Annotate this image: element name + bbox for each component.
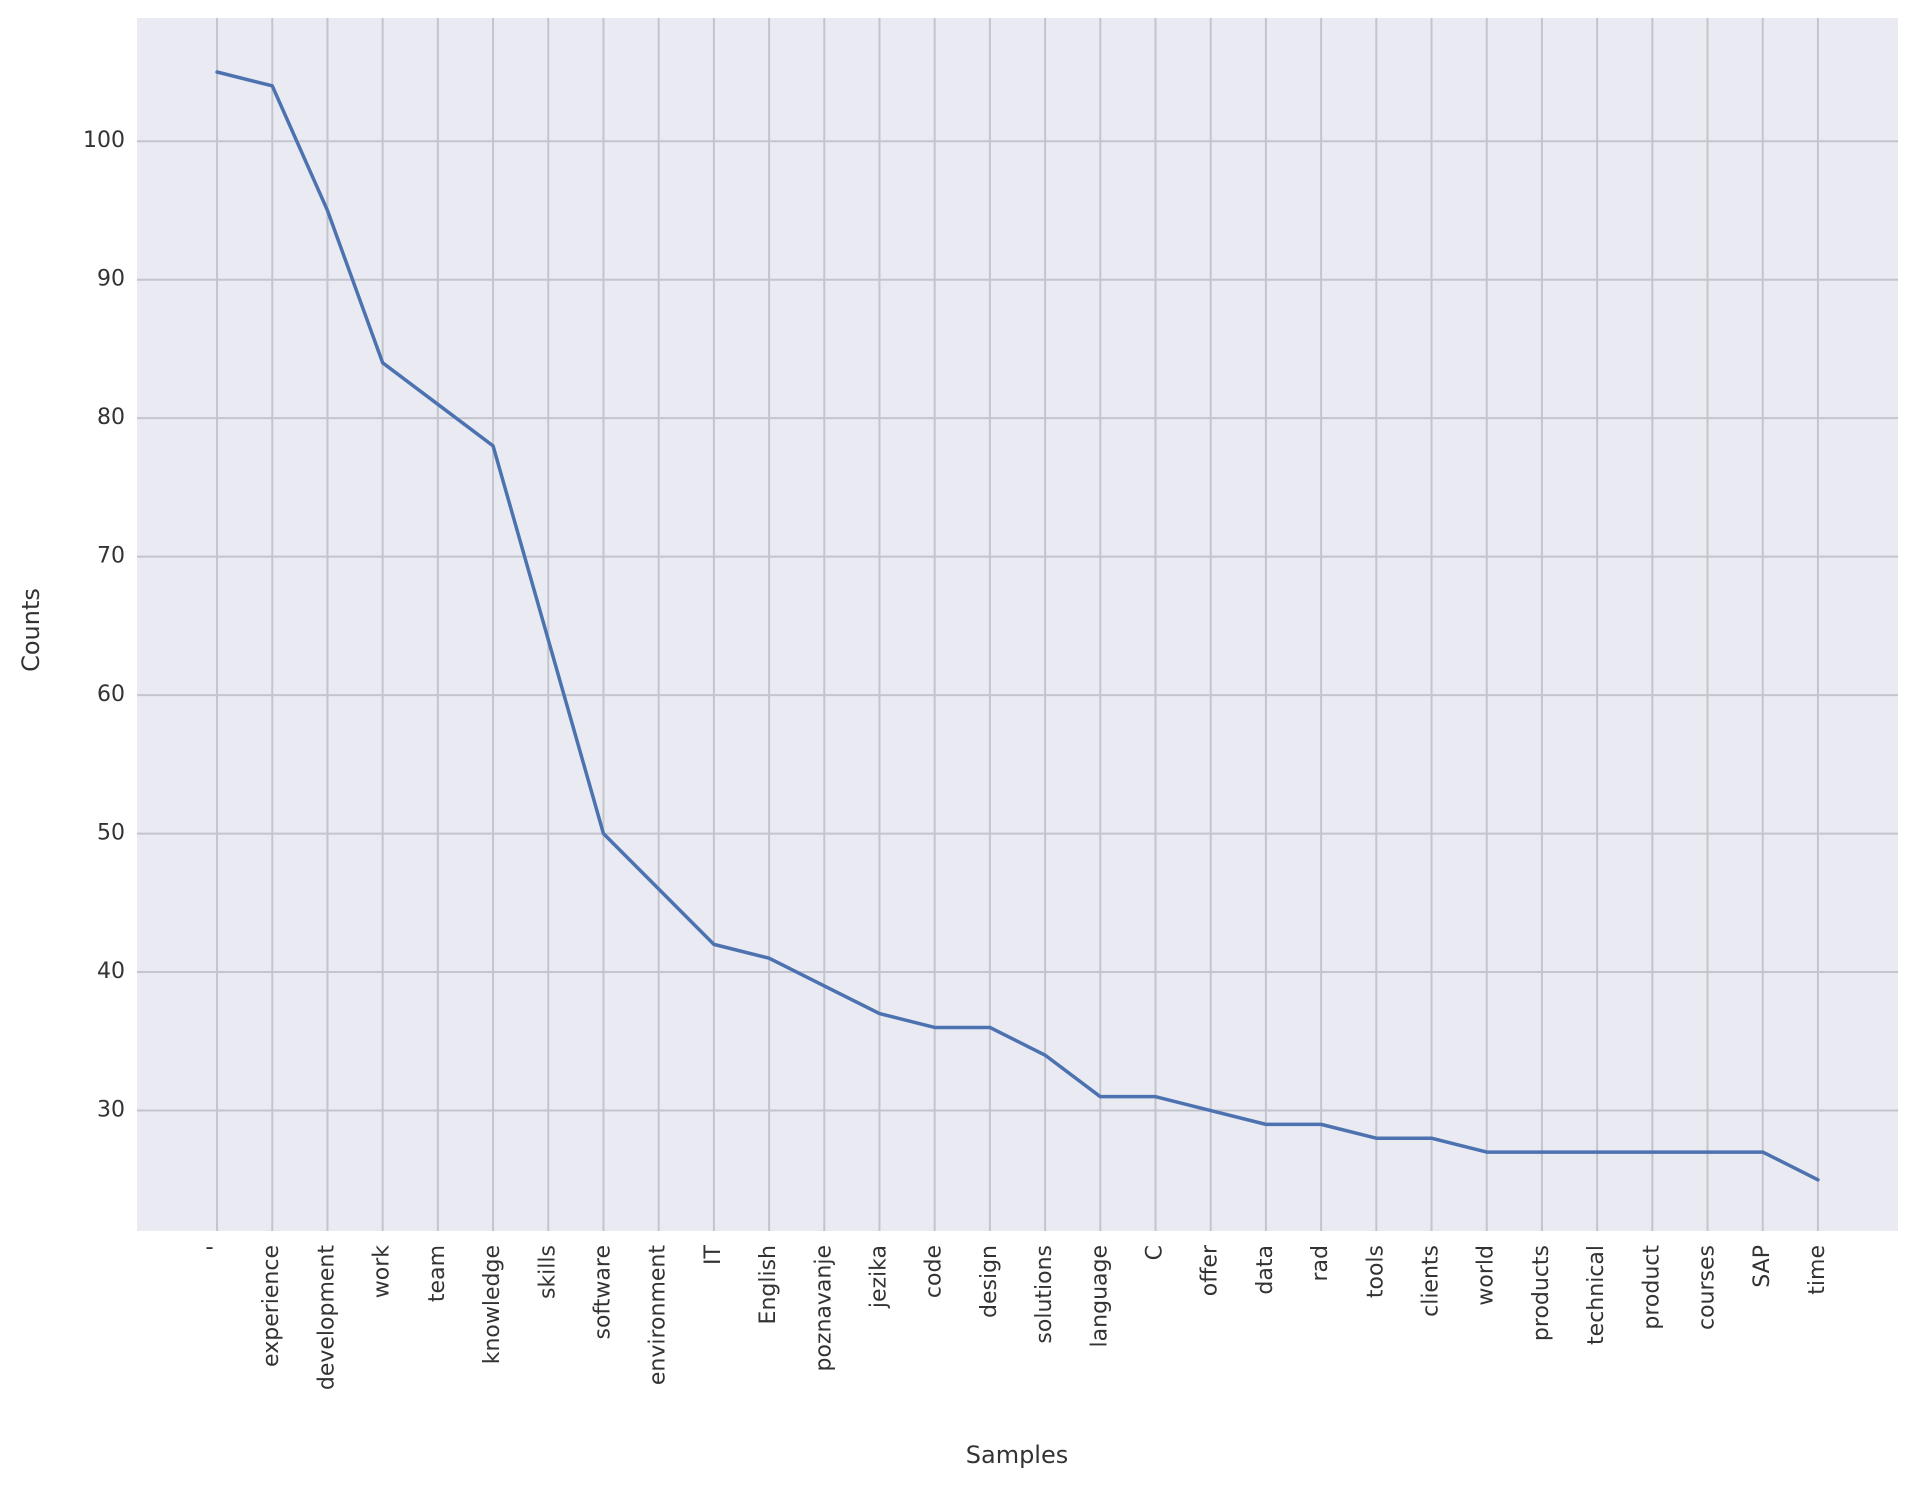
x-tick-label: jezika xyxy=(866,1245,891,1309)
line xyxy=(215,70,1820,1182)
x-axis-title: Samples xyxy=(966,1441,1069,1469)
y-tick-label: 50 xyxy=(97,821,125,846)
x-tick-label: rad xyxy=(1308,1245,1333,1282)
y-tick-label: 30 xyxy=(97,1098,125,1123)
x-tick-label: data xyxy=(1253,1245,1278,1295)
y-axis-title: Counts xyxy=(17,588,45,672)
x-tick-label: ' xyxy=(204,1245,229,1251)
x-tick-label: product xyxy=(1639,1245,1664,1330)
x-tick-label: courses xyxy=(1695,1245,1720,1330)
x-tick-label: products xyxy=(1529,1245,1554,1341)
x-tick-label: development xyxy=(314,1245,339,1391)
y-tick-label: 70 xyxy=(97,544,125,569)
x-tick-label: tools xyxy=(1363,1245,1388,1298)
plot-area xyxy=(137,18,1898,1231)
x-tick-label: design xyxy=(977,1245,1002,1318)
x-tick-label: skills xyxy=(535,1245,560,1299)
x-tick-label: experience xyxy=(259,1245,284,1367)
x-tick-label: IT xyxy=(701,1244,726,1264)
y-tick-label: 90 xyxy=(97,267,125,292)
x-tick-label: English xyxy=(756,1245,781,1324)
x-tick-label: code xyxy=(922,1245,947,1298)
x-tick-label: poznavanje xyxy=(811,1245,836,1372)
y-tick-label: 60 xyxy=(97,682,125,707)
x-tick-label: clients xyxy=(1419,1245,1444,1317)
x-tick-label: technical xyxy=(1584,1245,1609,1345)
x-tick-label: team xyxy=(425,1245,450,1302)
x-tick-label: software xyxy=(590,1245,615,1339)
x-tick-label: solutions xyxy=(1032,1245,1057,1344)
x-tick-label: work xyxy=(370,1245,395,1298)
x-tick-label: time xyxy=(1805,1245,1830,1295)
y-tick-label: 100 xyxy=(83,128,125,153)
y-tick-label: 40 xyxy=(97,959,125,984)
x-tick-label: SAP xyxy=(1750,1245,1775,1288)
y-tick-label: 80 xyxy=(97,405,125,430)
x-tick-label: C xyxy=(1143,1245,1168,1260)
x-tick-label: knowledge xyxy=(480,1245,505,1364)
x-tick-label: environment xyxy=(646,1245,671,1385)
x-tick-label: world xyxy=(1474,1245,1499,1306)
x-tick-label: language xyxy=(1087,1245,1112,1347)
x-tick-label: offer xyxy=(1198,1244,1223,1296)
